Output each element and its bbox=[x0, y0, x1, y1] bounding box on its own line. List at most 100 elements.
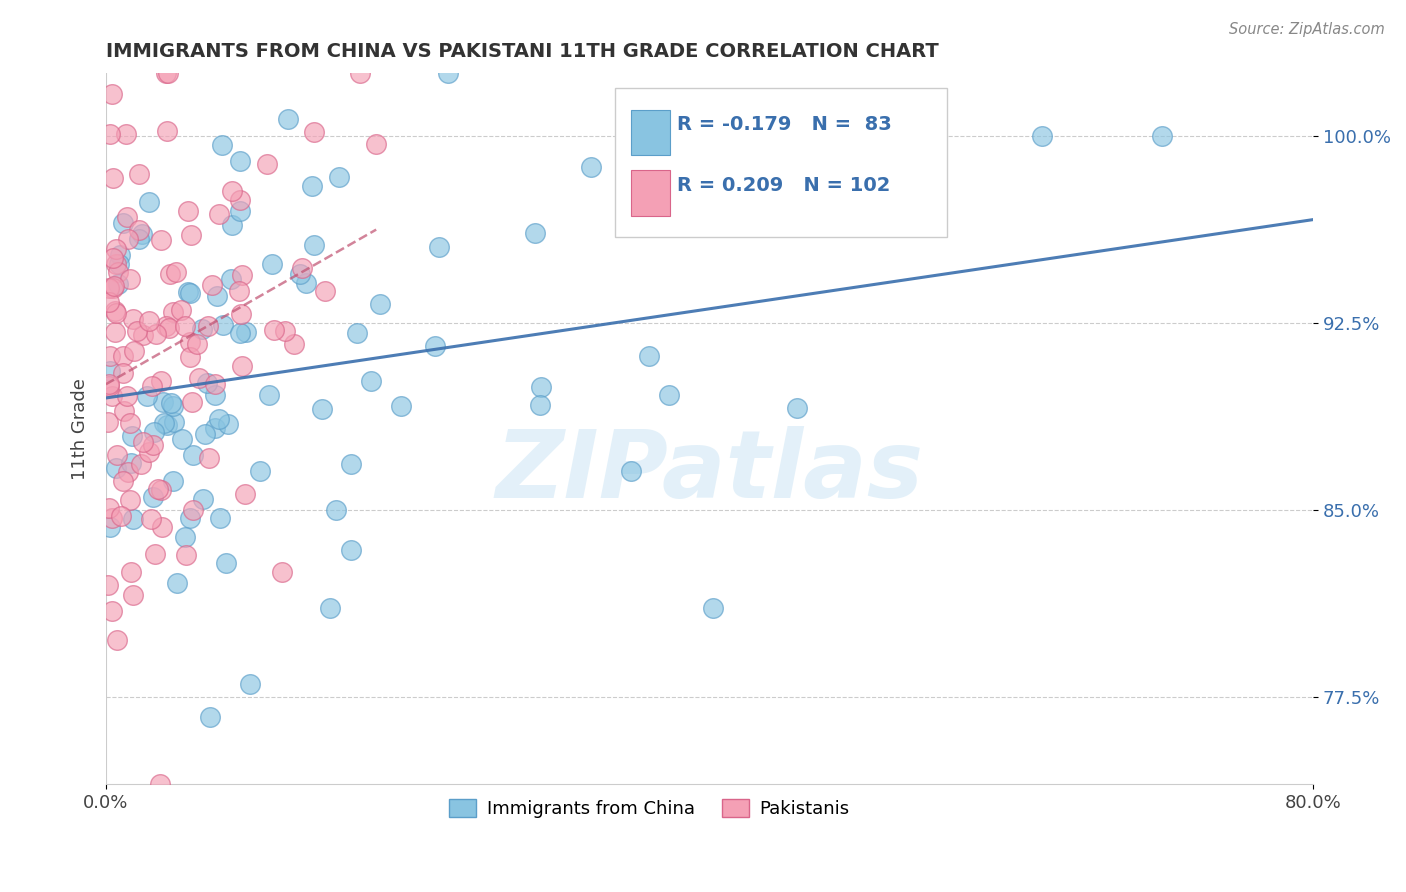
Point bbox=[121, 429, 143, 443]
Point bbox=[156, 418, 179, 433]
Point bbox=[110, 509, 132, 524]
Point bbox=[638, 349, 661, 363]
Point bbox=[366, 136, 388, 151]
Point bbox=[153, 416, 176, 430]
Point bbox=[121, 512, 143, 526]
Point bbox=[112, 404, 135, 418]
Point bbox=[231, 268, 253, 282]
Point bbox=[131, 227, 153, 241]
Point bbox=[101, 281, 124, 295]
Point bbox=[207, 412, 229, 426]
Point bbox=[111, 349, 134, 363]
Point bbox=[239, 676, 262, 690]
Point bbox=[233, 487, 256, 501]
Point bbox=[523, 226, 546, 240]
Bar bbox=[631, 170, 669, 216]
Point bbox=[263, 323, 285, 337]
Bar bbox=[631, 110, 669, 155]
Point bbox=[283, 337, 305, 351]
Point bbox=[149, 374, 172, 388]
Point bbox=[302, 237, 325, 252]
Point bbox=[121, 588, 143, 602]
Point bbox=[174, 548, 197, 562]
Point bbox=[145, 326, 167, 341]
Point bbox=[221, 218, 243, 232]
Point bbox=[208, 207, 231, 221]
Y-axis label: 11th Grade: 11th Grade bbox=[72, 378, 89, 480]
Point bbox=[173, 530, 195, 544]
Point bbox=[132, 434, 155, 449]
Point bbox=[98, 379, 121, 393]
Point bbox=[97, 295, 120, 310]
Point bbox=[105, 242, 128, 256]
Point bbox=[100, 364, 122, 378]
Point bbox=[104, 304, 127, 318]
Point bbox=[425, 339, 447, 353]
Point bbox=[159, 268, 181, 282]
Point bbox=[111, 474, 134, 488]
Point bbox=[177, 204, 200, 219]
Point bbox=[235, 325, 257, 339]
Point bbox=[620, 464, 643, 478]
Point bbox=[172, 432, 194, 446]
Point bbox=[231, 307, 253, 321]
Point bbox=[100, 603, 122, 617]
Point bbox=[311, 401, 333, 416]
Point bbox=[100, 87, 122, 102]
Point bbox=[340, 543, 363, 558]
Point bbox=[217, 417, 239, 431]
Point bbox=[157, 321, 180, 335]
Point bbox=[117, 232, 139, 246]
Point bbox=[209, 510, 232, 524]
Point bbox=[117, 465, 139, 479]
Legend: Immigrants from China, Pakistanis: Immigrants from China, Pakistanis bbox=[441, 791, 858, 825]
Point bbox=[156, 124, 179, 138]
Point bbox=[249, 464, 271, 478]
Point bbox=[143, 547, 166, 561]
Point bbox=[229, 193, 252, 207]
Point bbox=[229, 204, 252, 219]
Point bbox=[180, 228, 202, 243]
Point bbox=[191, 492, 214, 507]
Point bbox=[142, 490, 165, 504]
Point bbox=[162, 305, 184, 319]
Point bbox=[170, 302, 193, 317]
Point bbox=[179, 350, 201, 364]
Point bbox=[205, 289, 228, 303]
Point bbox=[349, 66, 371, 80]
Text: ZIPatlas: ZIPatlas bbox=[495, 425, 924, 517]
Point bbox=[187, 371, 209, 385]
Point bbox=[138, 445, 160, 459]
Point bbox=[143, 425, 166, 439]
Point bbox=[429, 239, 451, 253]
Point bbox=[229, 154, 252, 169]
Point bbox=[229, 326, 252, 340]
Point bbox=[257, 388, 280, 402]
Point bbox=[231, 359, 253, 373]
Point bbox=[105, 632, 128, 647]
Point bbox=[360, 374, 382, 388]
Point bbox=[155, 66, 177, 80]
Point bbox=[111, 366, 134, 380]
Point bbox=[256, 157, 278, 171]
Point bbox=[107, 265, 129, 279]
Point bbox=[128, 167, 150, 181]
Point bbox=[436, 66, 458, 80]
Point bbox=[198, 450, 221, 465]
Point bbox=[181, 395, 204, 409]
Point bbox=[177, 285, 200, 300]
Point bbox=[163, 416, 186, 430]
Point bbox=[97, 281, 120, 295]
Point bbox=[179, 285, 201, 300]
Point bbox=[149, 234, 172, 248]
Point bbox=[195, 376, 218, 390]
Point bbox=[166, 576, 188, 591]
Point bbox=[204, 388, 226, 402]
Point bbox=[108, 257, 131, 271]
Point bbox=[157, 66, 180, 80]
Text: Source: ZipAtlas.com: Source: ZipAtlas.com bbox=[1229, 22, 1385, 37]
Point bbox=[339, 457, 361, 471]
Point bbox=[1152, 128, 1174, 143]
Point bbox=[141, 379, 163, 393]
Point bbox=[304, 125, 326, 139]
